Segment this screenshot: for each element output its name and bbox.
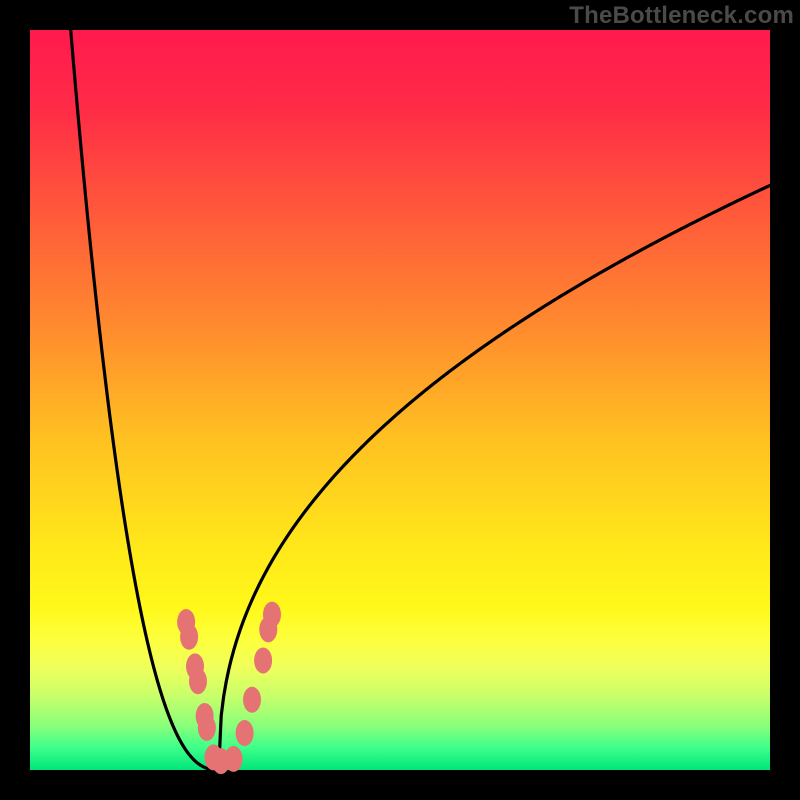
curve-marker <box>189 668 207 694</box>
curve-marker <box>243 687 261 713</box>
curve-marker <box>180 624 198 650</box>
curve-marker <box>263 602 281 628</box>
canvas: TheBottleneck.com <box>0 0 800 800</box>
curve-marker <box>236 720 254 746</box>
curve-marker <box>254 647 272 673</box>
curve-layer <box>30 30 770 770</box>
plot-area <box>30 30 770 770</box>
curve-marker <box>225 746 243 772</box>
curve-marker <box>198 715 216 741</box>
v-curve <box>71 30 770 770</box>
marker-group <box>177 602 281 775</box>
watermark-text: TheBottleneck.com <box>569 2 794 30</box>
